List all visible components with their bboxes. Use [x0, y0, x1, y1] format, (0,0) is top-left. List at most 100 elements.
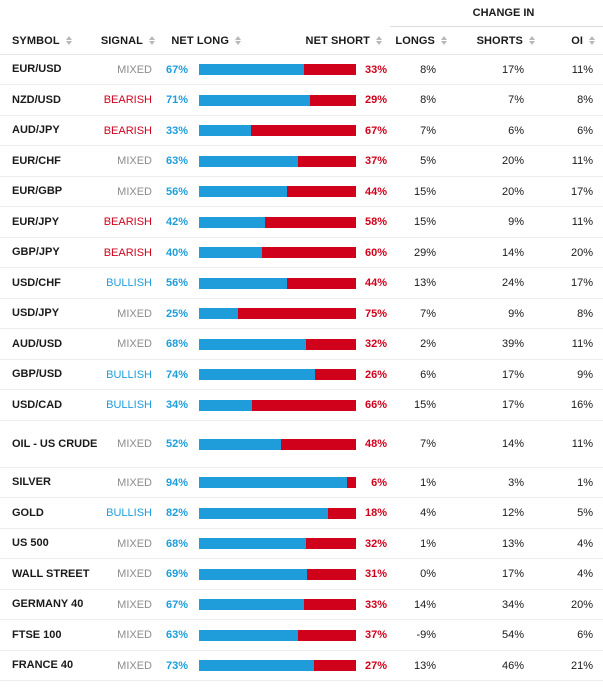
oi-column-header[interactable]: OI [535, 35, 595, 47]
table-row[interactable]: EUR/USD MIXED 67% 33% 8% 17% 11% [0, 55, 603, 85]
symbol-cell[interactable]: EUR/CHF [12, 154, 61, 167]
net-short-cell: 26% [364, 368, 387, 381]
symbol-cell[interactable]: US 500 [12, 537, 49, 549]
table-row[interactable]: EUR/JPY BEARISH 42% 58% 15% 9% 11% [0, 207, 603, 238]
long-bar-segment [199, 155, 298, 167]
change-shorts-cell: 17% [501, 368, 524, 381]
change-oi-cell: 17% [570, 185, 593, 198]
change-longs-cell: 8% [420, 94, 436, 106]
symbol-cell[interactable]: EUR/GBP [12, 185, 63, 197]
table-row[interactable]: AUD/JPY BEARISH 33% 67% 7% 6% 6% [0, 116, 603, 146]
table-row[interactable]: EUR/CHF MIXED 63% 37% 5% 20% 11% [0, 146, 603, 177]
table-row[interactable]: GOLD BULLISH 82% 18% 4% 12% 5% [0, 498, 603, 529]
net-long-cell: 69% [165, 568, 188, 580]
net-long-cell: 34% [165, 399, 188, 411]
sort-icon[interactable] [235, 36, 241, 45]
symbol-cell[interactable]: GBP/JPY [12, 246, 60, 258]
sentiment-bar [199, 308, 356, 319]
change-shorts-cell: 17% [501, 568, 524, 580]
symbol-cell[interactable]: EUR/JPY [12, 215, 60, 228]
short-bar-segment [313, 660, 356, 671]
sort-icon[interactable] [589, 36, 595, 45]
change-shorts-cell: 17% [501, 63, 524, 76]
symbol-cell[interactable]: GERMANY 40 [12, 598, 84, 610]
table-row[interactable]: USD/CAD BULLISH 34% 66% 15% 17% 16% [0, 390, 603, 421]
sort-icon[interactable] [529, 36, 535, 45]
change-shorts-cell: 54% [501, 629, 524, 641]
change-shorts-cell: 6% [508, 124, 524, 137]
short-bar-segment [286, 186, 356, 197]
table-row[interactable]: SILVER MIXED 94% 6% 1% 3% 1% [0, 468, 603, 498]
net-short-cell: 32% [364, 537, 387, 550]
symbol-cell[interactable]: SILVER [12, 476, 51, 488]
table-row[interactable]: USD/CHF BULLISH 56% 44% 13% 24% 17% [0, 268, 603, 299]
net-long-column-header[interactable]: NET LONG [155, 35, 241, 47]
table-row[interactable]: GERMANY 40 MIXED 67% 33% 14% 34% 20% [0, 590, 603, 620]
table-row[interactable]: GBP/USD BULLISH 74% 26% 6% 17% 9% [0, 360, 603, 390]
table-row[interactable]: USD/JPY MIXED 25% 75% 7% 9% 8% [0, 299, 603, 329]
sort-icon[interactable] [441, 36, 447, 45]
long-bar-segment [199, 568, 308, 580]
table-row[interactable]: EUR/GBP MIXED 56% 44% 15% 20% 17% [0, 177, 603, 207]
signal-cell: BEARISH [103, 94, 152, 106]
symbol-cell[interactable]: EUR/USD [12, 63, 62, 75]
symbol-cell[interactable]: WALL STREET [12, 567, 90, 580]
long-bar-segment [199, 277, 287, 289]
net-short-cell: 32% [364, 338, 387, 350]
change-oi-cell: 11% [571, 338, 593, 350]
net-long-cell: 68% [165, 537, 188, 550]
table-row[interactable]: AUD/USD MIXED 68% 32% 2% 39% 11% [0, 329, 603, 360]
sort-icon[interactable] [376, 36, 382, 45]
symbol-cell[interactable]: AUD/USD [12, 337, 63, 350]
symbol-cell[interactable]: USD/JPY [12, 307, 60, 319]
change-oi-cell: 8% [577, 94, 593, 106]
longs-column-header[interactable]: LONGS [382, 35, 447, 47]
sentiment-bar [199, 216, 356, 228]
table-row[interactable]: US 500 MIXED 68% 32% 1% 13% 4% [0, 529, 603, 559]
change-longs-cell: -9% [416, 629, 436, 641]
net-long-cell: 40% [165, 246, 188, 259]
signal-column-header[interactable]: SIGNAL [100, 35, 155, 47]
symbol-cell[interactable]: USD/CAD [12, 398, 63, 411]
symbol-cell[interactable]: GOLD [12, 506, 44, 519]
symbol-cell[interactable]: AUD/JPY [12, 124, 60, 136]
sentiment-bar [199, 64, 356, 75]
table-row[interactable]: WALL STREET MIXED 69% 31% 0% 17% 4% [0, 559, 603, 590]
table-row[interactable]: FRANCE 40 MIXED 73% 27% 13% 46% 21% [0, 651, 603, 681]
sentiment-bar [199, 155, 356, 167]
net-short-cell: 18% [364, 507, 387, 519]
symbol-cell[interactable]: FRANCE 40 [12, 659, 74, 671]
symbol-cell[interactable]: GBP/USD [12, 368, 63, 380]
symbol-cell[interactable]: OIL - US CRUDE [12, 437, 98, 450]
shorts-column-header[interactable]: SHORTS [447, 35, 535, 47]
change-shorts-cell: 7% [508, 94, 524, 106]
signal-cell: MIXED [117, 659, 152, 672]
symbol-cell[interactable]: NZD/USD [12, 93, 61, 106]
long-bar-segment [199, 125, 251, 136]
symbol-cell[interactable]: FTSE 100 [12, 628, 62, 641]
short-bar-segment [297, 629, 356, 641]
net-short-column-header[interactable]: NET SHORT [241, 35, 382, 47]
symbol-cell[interactable]: USD/CHF [12, 276, 61, 289]
net-long-cell: 94% [165, 476, 188, 489]
table-row[interactable]: OIL - US CRUDE MIXED 52% 48% 7% 14% 11% [0, 421, 603, 468]
short-bar-segment [261, 247, 356, 258]
change-shorts-cell: 12% [501, 507, 524, 519]
long-bar-segment [199, 660, 314, 671]
symbol-column-header[interactable]: SYMBOL [0, 35, 100, 47]
change-oi-cell: 17% [570, 277, 593, 289]
change-shorts-cell: 14% [501, 246, 524, 259]
change-oi-cell: 6% [577, 629, 593, 641]
net-short-cell: 58% [364, 216, 387, 228]
signal-cell: BEARISH [103, 216, 152, 228]
sort-icon[interactable] [65, 36, 72, 45]
table-row[interactable]: NZD/USD BEARISH 71% 29% 8% 7% 8% [0, 85, 603, 116]
net-short-header-label: NET SHORT [305, 34, 370, 47]
signal-cell: BULLISH [106, 399, 152, 411]
net-long-cell: 63% [165, 155, 188, 167]
sort-icon[interactable] [149, 36, 155, 45]
sentiment-bar [199, 538, 356, 549]
table-row[interactable]: GBP/JPY BEARISH 40% 60% 29% 14% 20% [0, 238, 603, 268]
table-row[interactable]: FTSE 100 MIXED 63% 37% -9% 54% 6% [0, 620, 603, 651]
long-bar-segment [199, 599, 305, 610]
